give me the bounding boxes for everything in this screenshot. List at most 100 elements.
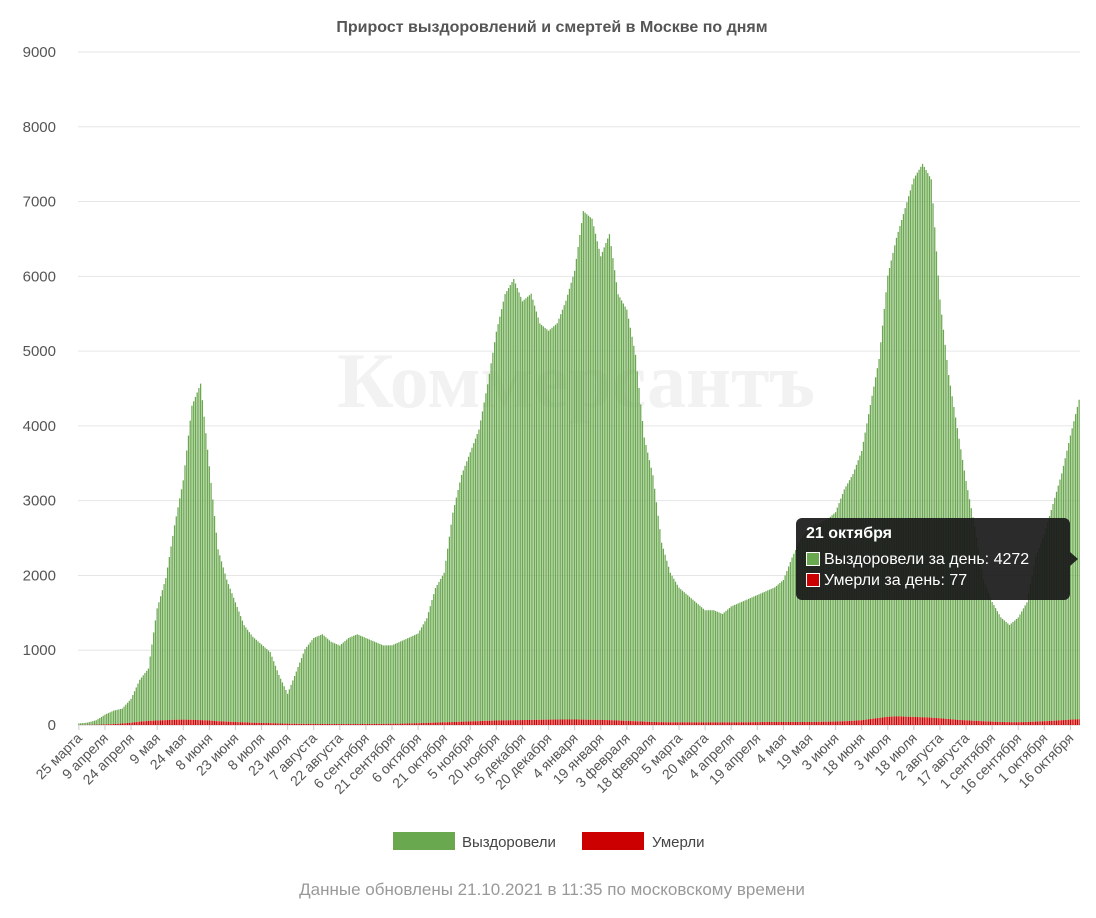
bar-deaths bbox=[977, 720, 979, 725]
bar-recovered bbox=[206, 449, 209, 721]
bar-deaths bbox=[574, 719, 576, 725]
bar-recovered bbox=[400, 641, 402, 724]
bar-deaths bbox=[913, 716, 915, 725]
bar-recovered bbox=[574, 270, 576, 720]
bar-deaths bbox=[876, 718, 878, 725]
bar-recovered bbox=[549, 329, 551, 720]
bar-recovered bbox=[739, 602, 741, 723]
bar-recovered bbox=[801, 536, 804, 723]
bar-deaths bbox=[506, 720, 508, 725]
bar-deaths bbox=[1038, 721, 1040, 725]
bar-deaths bbox=[664, 722, 666, 725]
bar-deaths bbox=[360, 724, 362, 725]
bar-deaths bbox=[852, 720, 854, 725]
bar-deaths bbox=[286, 723, 289, 725]
bar-deaths bbox=[826, 721, 828, 725]
bar-recovered bbox=[250, 634, 252, 723]
bar-recovered bbox=[255, 639, 257, 723]
bar-recovered bbox=[313, 637, 315, 724]
bar-deaths bbox=[547, 719, 550, 725]
bar-deaths bbox=[741, 722, 743, 725]
bar-deaths bbox=[580, 719, 583, 725]
bar-deaths bbox=[1041, 721, 1044, 725]
bar-deaths bbox=[269, 723, 271, 725]
bar-recovered bbox=[895, 237, 898, 717]
bar-recovered bbox=[721, 613, 724, 723]
bar-recovered bbox=[615, 282, 618, 721]
bar-deaths bbox=[754, 722, 757, 725]
bar-deaths bbox=[440, 722, 442, 725]
bar-deaths bbox=[370, 723, 372, 725]
bar-deaths bbox=[995, 721, 997, 725]
bar-recovered bbox=[836, 507, 838, 722]
bar-deaths bbox=[280, 723, 282, 725]
bar-deaths bbox=[203, 720, 205, 725]
bar-deaths bbox=[1045, 721, 1047, 725]
bar-recovered bbox=[227, 584, 230, 722]
bar-deaths bbox=[274, 723, 277, 725]
bar-deaths bbox=[723, 722, 725, 725]
bar-deaths bbox=[516, 720, 518, 725]
bar-recovered bbox=[701, 607, 703, 723]
bar-recovered bbox=[88, 722, 90, 725]
bar-deaths bbox=[246, 722, 249, 725]
bar-recovered bbox=[495, 331, 497, 721]
bar-recovered bbox=[810, 526, 812, 722]
bar-deaths bbox=[631, 721, 633, 725]
bar-recovered bbox=[187, 435, 190, 720]
bar-recovered bbox=[756, 595, 758, 723]
bar-recovered bbox=[607, 238, 609, 721]
bar-recovered bbox=[728, 607, 731, 723]
bar-recovered bbox=[841, 494, 844, 722]
bar-deaths bbox=[821, 721, 823, 725]
bar-recovered bbox=[902, 214, 905, 717]
bar-recovered bbox=[937, 275, 939, 719]
bar-recovered bbox=[620, 300, 623, 721]
bar-recovered bbox=[429, 606, 431, 723]
bar-recovered bbox=[674, 581, 677, 723]
bar-deaths bbox=[403, 723, 405, 725]
bar-deaths bbox=[292, 723, 294, 725]
bar-recovered bbox=[586, 214, 588, 720]
legend-item-recovered[interactable]: Выздоровели bbox=[393, 832, 556, 851]
bar-deaths bbox=[920, 717, 922, 725]
bar-recovered bbox=[373, 641, 376, 724]
bar-recovered bbox=[473, 443, 475, 722]
bar-recovered bbox=[807, 529, 809, 723]
bar-deaths bbox=[897, 716, 899, 725]
bar-deaths bbox=[1001, 722, 1004, 725]
bar-deaths bbox=[822, 721, 825, 725]
bar-recovered bbox=[445, 560, 447, 723]
bar-deaths bbox=[843, 721, 845, 725]
bar-deaths bbox=[607, 720, 609, 725]
bar-deaths bbox=[427, 722, 430, 725]
bar-recovered bbox=[901, 220, 903, 717]
bar-deaths bbox=[448, 722, 451, 725]
bar-recovered bbox=[408, 637, 411, 724]
bar-deaths bbox=[267, 723, 270, 725]
bar-recovered bbox=[828, 518, 830, 722]
bar-deaths bbox=[293, 723, 296, 725]
bar-deaths bbox=[591, 719, 593, 725]
bar-deaths bbox=[417, 723, 419, 725]
bar-deaths bbox=[685, 722, 687, 725]
bar-deaths bbox=[1052, 720, 1054, 725]
bar-recovered bbox=[681, 590, 684, 723]
bar-recovered bbox=[1048, 516, 1051, 721]
bar-recovered bbox=[530, 293, 532, 720]
bar-deaths bbox=[396, 723, 398, 725]
bar-recovered bbox=[356, 634, 358, 725]
bar-recovered bbox=[420, 627, 423, 724]
legend-item-deaths[interactable]: Умерли bbox=[582, 832, 704, 851]
bar-deaths bbox=[220, 721, 223, 725]
bar-recovered bbox=[344, 641, 346, 725]
bar-recovered bbox=[645, 445, 647, 722]
bar-deaths bbox=[734, 722, 736, 725]
bar-deaths bbox=[133, 722, 136, 725]
bar-recovered bbox=[297, 667, 299, 724]
y-tick-label: 9000 bbox=[23, 44, 56, 61]
bar-recovered bbox=[300, 658, 303, 724]
bar-deaths bbox=[389, 723, 391, 725]
bar-recovered bbox=[111, 711, 113, 725]
bar-recovered bbox=[427, 612, 430, 723]
